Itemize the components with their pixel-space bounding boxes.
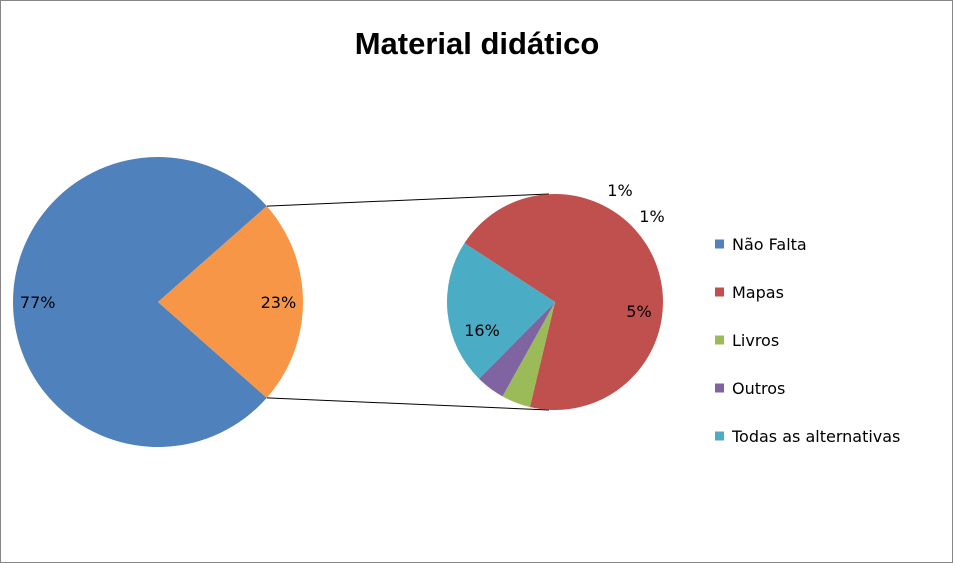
legend-label-mapas: Mapas	[732, 283, 784, 302]
legend-label-nao-falta: Não Falta	[732, 235, 807, 254]
main-data-label: 23%	[261, 293, 297, 312]
legend-swatch-livros	[715, 335, 724, 345]
legend-swatch-todas-as-alternativas	[715, 431, 724, 441]
sub-slice-todas-as-alternativas	[446, 243, 555, 379]
main-slice-nao-falta	[13, 157, 267, 448]
legend-swatch-mapas	[715, 287, 724, 297]
main-slice-outros-agrupado	[158, 206, 304, 398]
chart-title: Material didático	[355, 26, 600, 61]
legend: Não Falta Mapas Livros Outros Todas as alter…	[715, 235, 900, 446]
main-pie: 77% 23%	[13, 157, 304, 448]
connector-line-bottom	[266, 397, 550, 411]
sub-data-label: 16%	[464, 321, 500, 340]
sub-data-label: 1%	[607, 181, 632, 200]
connector-line-top	[266, 193, 550, 207]
legend-swatch-nao-falta	[715, 239, 724, 249]
sub-slice-livros	[502, 302, 555, 408]
legend-swatch-outros	[715, 383, 724, 393]
sub-slice-mapas	[464, 193, 664, 410]
secondary-pie: 16% 1% 1% 5%	[446, 181, 665, 410]
legend-label-outros: Outros	[732, 379, 785, 398]
main-data-label: 77%	[20, 293, 56, 312]
legend-label-livros: Livros	[732, 331, 779, 350]
connector-lines	[266, 193, 550, 411]
legend-label-todas-as-alternativas: Todas as alternativas	[731, 427, 900, 446]
sub-slice-outros	[478, 302, 555, 397]
sub-data-label: 1%	[639, 207, 664, 226]
sub-data-label: 5%	[626, 302, 651, 321]
